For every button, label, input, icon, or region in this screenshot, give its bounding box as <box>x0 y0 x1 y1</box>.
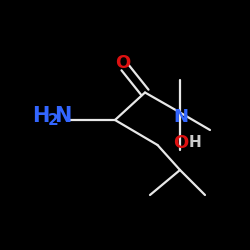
Text: N: N <box>54 106 71 126</box>
Text: 2: 2 <box>48 113 59 128</box>
Text: O: O <box>115 54 130 72</box>
Text: N: N <box>174 108 189 126</box>
Text: H: H <box>189 135 202 150</box>
Text: O: O <box>174 134 189 152</box>
Text: H: H <box>32 106 50 126</box>
